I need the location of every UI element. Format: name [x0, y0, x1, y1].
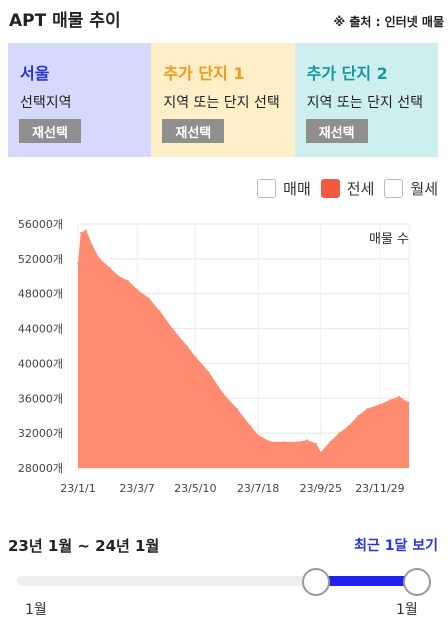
region-card-extra-1[interactable]: 추가 단지 1 지역 또는 단지 선택 재선택	[151, 43, 295, 157]
page-title: APT 매물 추이	[9, 11, 121, 31]
data-point	[408, 401, 410, 404]
data-point	[186, 345, 188, 347]
region-card-seoul[interactable]: 서울 선택지역 재선택	[8, 43, 152, 157]
x-tick-label: 23/7/18	[237, 482, 279, 495]
y-tick-label: 56000개	[18, 218, 63, 231]
y-tick-label: 32000개	[18, 427, 63, 440]
slider-max-label: 1월	[396, 602, 418, 618]
checkbox-icon[interactable]	[320, 179, 340, 198]
data-point	[99, 258, 101, 260]
chart-legend: 매매 전세 월세	[247, 178, 438, 199]
region-card-extra-2[interactable]: 추가 단지 2 지역 또는 단지 선택 재선택	[294, 43, 438, 157]
data-point	[236, 407, 238, 410]
date-range-label: 23년 1월 ~ 24년 1월	[8, 537, 160, 555]
checkbox-icon[interactable]	[384, 179, 404, 198]
data-point	[257, 434, 259, 436]
data-point	[194, 355, 197, 358]
data-point	[389, 399, 391, 401]
data-point	[91, 245, 94, 247]
data-point	[159, 310, 161, 312]
data-point	[306, 439, 309, 441]
checkbox-icon[interactable]	[257, 179, 277, 198]
data-point	[148, 297, 150, 299]
data-point	[338, 432, 340, 434]
data-point	[320, 451, 322, 454]
data-point	[222, 393, 225, 395]
x-tick-label: 23/9/25	[300, 482, 342, 495]
legend-label: 전세	[346, 180, 375, 198]
data-point	[208, 371, 210, 373]
slider-end-handle[interactable]	[403, 568, 431, 596]
data-point	[136, 288, 138, 291]
data-point	[85, 229, 87, 231]
chart-annotation: 매물 수	[369, 232, 409, 247]
slider-track[interactable]	[17, 576, 421, 586]
data-point	[79, 231, 82, 234]
region-selector: 서울 선택지역 재선택 추가 단지 1 지역 또는 단지 선택 재선택 추가 단…	[8, 43, 438, 157]
data-point	[398, 395, 400, 398]
header: APT 매물 추이 ※ 출처 : 인터넷 매물	[0, 0, 448, 40]
data-point	[366, 407, 369, 410]
region-subtitle: 지역 또는 단지 선택	[163, 95, 280, 111]
legend-label: 월세	[410, 180, 438, 198]
y-tick-label: 40000개	[18, 357, 63, 370]
region-name: 추가 단지 2	[306, 64, 388, 83]
region-subtitle: 지역 또는 단지 선택	[306, 95, 424, 111]
y-tick-label: 44000개	[18, 323, 63, 336]
data-point	[315, 442, 318, 445]
date-range-slider[interactable]	[17, 568, 431, 596]
y-tick-label: 52000개	[18, 253, 63, 266]
data-point	[347, 425, 349, 427]
x-tick-label: 23/1/1	[60, 482, 95, 495]
legend-jeonse[interactable]: 전세	[320, 178, 375, 199]
source-note: ※ 출처 : 인터넷 매물	[333, 15, 444, 29]
slider-start-handle[interactable]	[302, 568, 330, 596]
recent-month-link[interactable]: 최근 1달 보기	[354, 538, 438, 554]
data-point	[296, 441, 299, 443]
listing-trend-chart: 56000개 52000개 48000개 44000개 40000개 36000개 3200…	[18, 218, 410, 495]
data-point	[250, 425, 252, 427]
x-tick-label: 23/11/29	[355, 482, 404, 495]
data-point	[118, 275, 120, 278]
reselect-button[interactable]: 재선택	[162, 119, 225, 143]
data-point	[171, 327, 174, 330]
legend-sale[interactable]: 매매	[257, 178, 311, 199]
data-point	[329, 441, 331, 443]
y-tick-label: 28000개	[18, 462, 63, 475]
x-tick-label: 23/3/7	[119, 482, 154, 495]
slider-selected-range	[316, 576, 421, 586]
data-point	[357, 414, 359, 417]
legend-label: 매매	[283, 180, 311, 198]
slider-min-label: 1월	[25, 602, 47, 618]
y-tick-label: 48000개	[18, 288, 63, 301]
region-subtitle: 선택지역	[20, 95, 72, 111]
x-tick-label: 23/5/10	[174, 482, 216, 495]
data-point	[270, 441, 272, 443]
series-area	[78, 230, 409, 468]
data-point	[77, 262, 79, 264]
data-point	[109, 266, 111, 269]
y-tick-label: 36000개	[18, 392, 63, 405]
reselect-button[interactable]: 재선택	[305, 119, 368, 143]
data-point	[282, 441, 285, 443]
data-point	[127, 279, 129, 282]
legend-monthly-rent[interactable]: 월세	[384, 178, 438, 199]
region-name: 서울	[20, 64, 50, 83]
reselect-button[interactable]: 재선택	[19, 119, 81, 143]
data-point	[379, 403, 381, 406]
region-name: 추가 단지 1	[163, 64, 245, 83]
